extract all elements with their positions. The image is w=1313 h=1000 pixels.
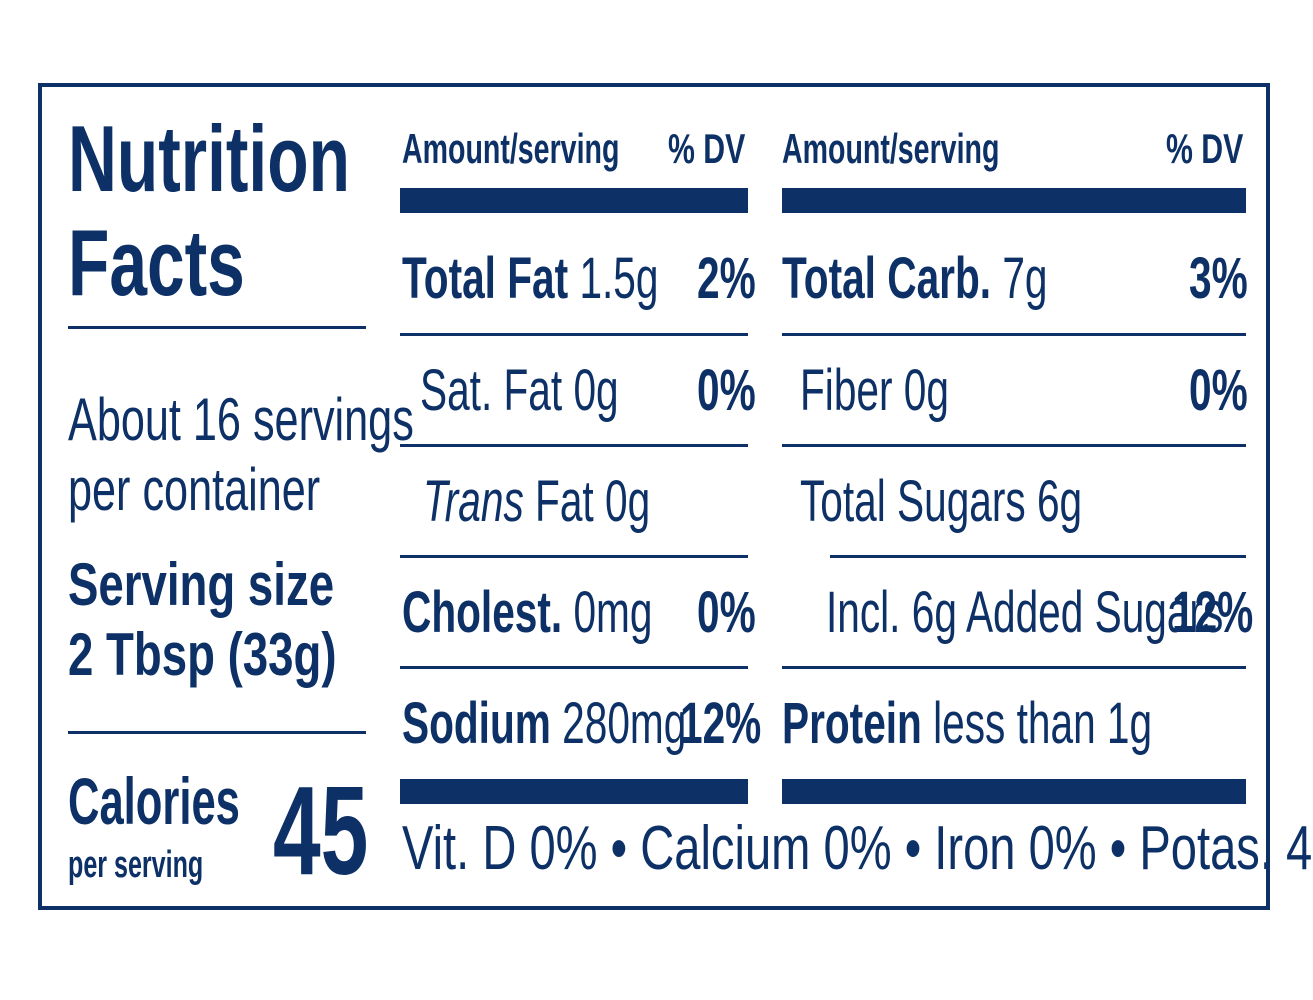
row-cholesterol: Cholest. 0mg — [402, 580, 653, 645]
row-protein: Protein less than 1g — [782, 691, 1153, 756]
footer-bar-left — [400, 779, 748, 804]
dv-total-fat: 2% — [697, 246, 756, 311]
title-nutrition: Nutrition — [68, 106, 350, 211]
dv-fiber: 0% — [1189, 358, 1248, 423]
vitamins-footer: Vit. D 0% • Calcium 0% • Iron 0% • Potas… — [402, 814, 1313, 883]
header-bar-right — [782, 188, 1246, 213]
divider-left-3 — [400, 555, 748, 558]
divider-right-3 — [830, 555, 1246, 558]
row-sodium: Sodium 280mg — [402, 691, 687, 756]
divider-left-1 — [400, 333, 748, 336]
nutrition-label-border — [38, 83, 1270, 910]
calories-per-serving: per serving — [68, 844, 204, 886]
title-divider — [68, 326, 366, 329]
divider-right-1 — [782, 333, 1246, 336]
dv-sat-fat: 0% — [697, 358, 756, 423]
row-total-sugars: Total Sugars 6g — [800, 469, 1083, 534]
header-dv-left: % DV — [668, 125, 746, 172]
dv-total-carb: 3% — [1189, 246, 1248, 311]
row-added-sugars: Incl. 6g Added Sugars — [826, 580, 1224, 645]
serving-size-label: Serving size — [68, 551, 335, 618]
row-total-carb: Total Carb. 7g — [782, 246, 1048, 311]
divider-left-4 — [400, 666, 748, 669]
row-trans-fat: Trans Fat 0g — [423, 469, 651, 534]
divider-right-2 — [782, 444, 1246, 447]
dv-cholesterol: 0% — [697, 580, 756, 645]
dv-sodium: 12% — [680, 691, 762, 756]
calories-label: Calories — [68, 764, 240, 838]
calories-value: 45 — [273, 760, 369, 901]
serving-divider — [68, 731, 366, 734]
title-facts: Facts — [68, 210, 245, 315]
header-dv-right: % DV — [1166, 125, 1244, 172]
footer-bar-right — [782, 779, 1246, 804]
row-sat-fat: Sat. Fat 0g — [420, 358, 619, 423]
divider-right-4 — [782, 666, 1246, 669]
header-bar-left — [400, 188, 748, 213]
header-amount-left: Amount/serving — [402, 125, 620, 172]
serving-size-value: 2 Tbsp (33g) — [68, 621, 337, 688]
divider-left-2 — [400, 444, 748, 447]
servings-per-container-line1: About 16 servings — [68, 386, 414, 453]
row-fiber: Fiber 0g — [800, 358, 949, 423]
row-total-fat: Total Fat 1.5g — [402, 246, 659, 311]
header-amount-right: Amount/serving — [782, 125, 1000, 172]
servings-per-container-line2: per container — [68, 456, 321, 523]
dv-added-sugars: 12% — [1172, 580, 1254, 645]
